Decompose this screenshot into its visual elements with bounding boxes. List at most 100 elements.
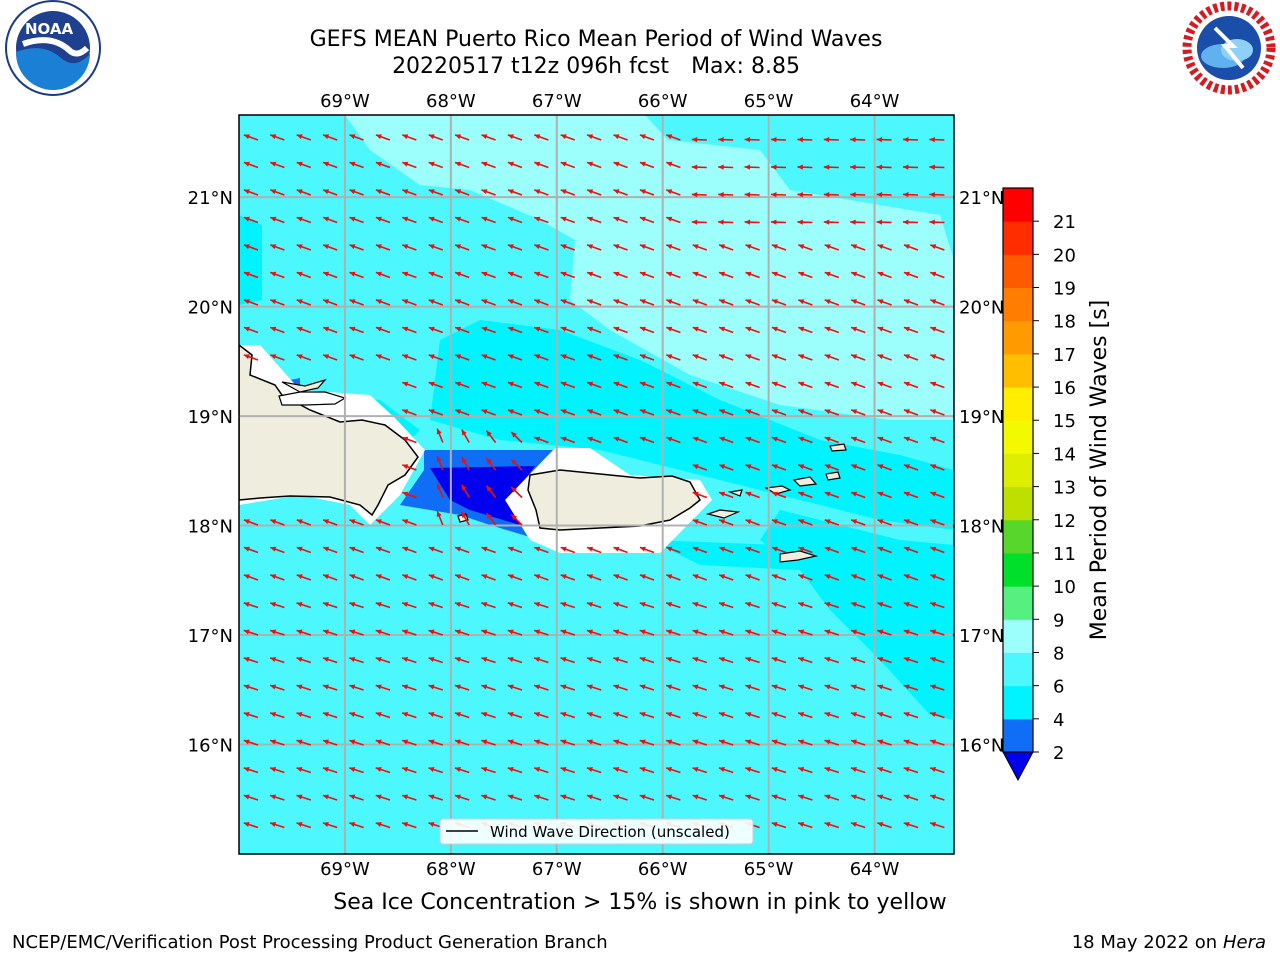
wind-arrow: [507, 794, 523, 801]
wind-arrow: [428, 381, 444, 389]
wind-arrow: [903, 767, 919, 774]
wind-arrow: [798, 519, 813, 526]
wind-arrow: [692, 794, 708, 801]
wind-arrow: [269, 684, 285, 691]
wind-arrow: [375, 629, 391, 636]
wind-arrow: [771, 657, 787, 664]
wind-arrow: [586, 436, 602, 444]
wind-arrow: [270, 216, 285, 224]
wind-arrow: [824, 381, 840, 389]
wind-arrow: [322, 244, 338, 251]
wind-arrow: [461, 484, 470, 498]
wind-arrow: [322, 767, 338, 774]
wind-arrow: [639, 712, 655, 719]
wind-arrow: [507, 134, 523, 141]
wind-arrow: [718, 657, 734, 664]
wind-arrow: [586, 354, 602, 361]
wind-arrow: [718, 546, 734, 554]
wind-arrow: [877, 409, 892, 416]
wind-arrow: [770, 137, 787, 143]
wind-arrow: [243, 794, 259, 801]
wind-arrow: [850, 244, 866, 251]
wind-arrow: [877, 657, 892, 664]
colorbar-bin: [1003, 453, 1033, 488]
wind-arrow: [929, 822, 945, 829]
chart-subtitle: 20220517 t12z 096h fcst Max: 8.85: [0, 54, 1192, 80]
wind-arrow: [692, 767, 708, 774]
wind-arrow: [613, 712, 628, 719]
wind-arrow: [665, 629, 681, 636]
wind-arrow: [454, 657, 470, 664]
wind-arrow: [402, 244, 417, 251]
wind-arrow: [402, 491, 417, 499]
wind-arrow: [666, 299, 681, 306]
wind-arrow: [666, 546, 681, 554]
colorbar-bin: [1003, 420, 1033, 454]
wind-arrow: [534, 161, 549, 169]
wind-arrow: [824, 326, 840, 334]
wind-arrow: [929, 794, 945, 801]
wind-arrow: [586, 381, 602, 389]
wind-arrow: [665, 794, 681, 801]
wind-arrow: [718, 739, 734, 746]
wind-arrow: [876, 137, 892, 143]
wind-arrow: [461, 429, 470, 443]
wind-arrow: [461, 456, 470, 471]
wind-arrow: [243, 712, 259, 719]
wind-arrow: [296, 546, 312, 554]
wind-arrow: [428, 326, 444, 334]
wind-arrow: [850, 794, 866, 801]
wind-arrow: [850, 684, 866, 691]
wind-arrow: [613, 299, 628, 306]
wind-arrow: [718, 192, 734, 198]
wind-arrow: [533, 739, 549, 746]
wind-arrow: [639, 574, 655, 581]
wind-arrow: [560, 161, 576, 169]
wind-arrow: [745, 546, 760, 554]
wind-arrow: [270, 271, 285, 279]
wind-arrow: [666, 354, 681, 361]
wind-arrow: [824, 767, 840, 774]
wind-arrow: [322, 134, 338, 141]
wind-arrow: [428, 161, 444, 169]
wind-arrow: [401, 602, 417, 609]
wind-arrow: [692, 354, 708, 361]
wind-arrow: [877, 602, 892, 609]
wind-arrow: [877, 574, 892, 581]
wind-arrow: [560, 794, 576, 801]
wind-arrow: [929, 684, 945, 691]
wind-arrow: [349, 574, 364, 581]
nws-logo-icon: [1182, 1, 1276, 95]
wind-arrow: [718, 326, 734, 334]
wind-arrow: [692, 657, 708, 664]
wind-arrow: [850, 629, 866, 636]
colorbar-bin: [1003, 685, 1033, 720]
wind-arrow: [613, 381, 628, 389]
wind-arrow: [718, 794, 734, 801]
wind-arrow: [428, 712, 444, 719]
wind-arrow: [691, 192, 707, 198]
wind-arrow: [375, 189, 391, 196]
wind-arrow: [666, 409, 681, 416]
wind-arrow: [930, 326, 945, 334]
wind-arrow: [798, 491, 813, 499]
colorbar-underflow: [1002, 751, 1034, 782]
wind-arrow: [375, 767, 391, 774]
wind-arrow: [903, 712, 919, 719]
wind-arrow: [798, 381, 813, 389]
wind-arrow: [270, 519, 285, 526]
wind-arrow: [401, 657, 417, 664]
lat-tick-label: 16°N: [959, 736, 1004, 757]
wind-arrow: [243, 189, 259, 196]
wind-arrow: [798, 326, 813, 334]
wind-arrow: [613, 767, 628, 774]
wind-arrow: [824, 519, 840, 526]
lon-tick-label: 64°W: [850, 859, 900, 880]
wind-arrow: [745, 271, 760, 279]
wind-arrow: [507, 546, 523, 554]
wind-arrow: [797, 629, 813, 636]
wind-arrow: [428, 189, 444, 196]
wind-arrow: [533, 684, 549, 691]
wind-arrow: [850, 464, 866, 471]
lat-tick-label: 17°N: [959, 626, 1004, 647]
